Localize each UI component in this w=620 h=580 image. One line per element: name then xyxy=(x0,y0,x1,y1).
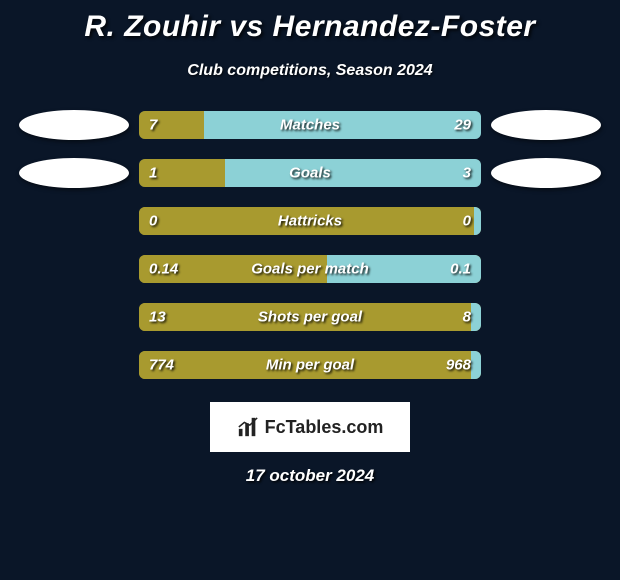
stat-row: 7 29 Matches xyxy=(0,110,620,140)
bar-fill-right xyxy=(471,351,481,379)
stat-bar: 1 3 Goals xyxy=(139,159,481,187)
stat-label: Goals xyxy=(289,165,331,182)
logo-text: FcTables.com xyxy=(265,417,384,438)
bar-fill-right xyxy=(204,111,481,139)
chart-container: R. Zouhir vs Hernandez-Foster Club compe… xyxy=(0,0,620,486)
player-left-marker xyxy=(19,110,129,140)
stat-label: Goals per match xyxy=(251,261,369,278)
bar-fill-right xyxy=(471,303,481,331)
stat-value-right: 968 xyxy=(446,357,471,374)
stat-bar: 13 8 Shots per goal xyxy=(139,303,481,331)
bar-fill-left xyxy=(139,351,149,379)
stat-label: Min per goal xyxy=(266,357,354,374)
stat-row: 1 3 Goals xyxy=(0,158,620,188)
player-right-marker xyxy=(491,158,601,188)
stat-bar: 7 29 Matches xyxy=(139,111,481,139)
bar-fill-right xyxy=(474,207,481,235)
stat-label: Hattricks xyxy=(278,213,342,230)
stat-value-left: 774 xyxy=(149,357,174,374)
stat-label: Matches xyxy=(280,117,340,134)
stat-value-left: 0 xyxy=(149,213,157,230)
stat-value-left: 13 xyxy=(149,309,166,326)
stat-value-left: 0.14 xyxy=(149,261,178,278)
player-left-marker xyxy=(19,158,129,188)
page-title: R. Zouhir vs Hernandez-Foster xyxy=(84,10,535,44)
stat-value-right: 3 xyxy=(463,165,471,182)
stat-row: 774 968 Min per goal xyxy=(0,350,620,380)
bar-fill-left xyxy=(139,255,149,283)
stat-value-left: 1 xyxy=(149,165,157,182)
bar-chart-icon xyxy=(237,416,259,438)
stat-value-left: 7 xyxy=(149,117,157,134)
stats-rows: 729Matches13Goals00Hattricks0.140.1Goals… xyxy=(0,110,620,380)
stat-bar: 0 0 Hattricks xyxy=(139,207,481,235)
stat-bar: 0.14 0.1 Goals per match xyxy=(139,255,481,283)
stat-value-right: 0 xyxy=(463,213,471,230)
stat-row: 13 8 Shots per goal xyxy=(0,302,620,332)
logo-box: FcTables.com xyxy=(210,402,410,452)
stat-bar: 774 968 Min per goal xyxy=(139,351,481,379)
bar-fill-right xyxy=(225,159,482,187)
stat-value-right: 29 xyxy=(454,117,471,134)
stat-label: Shots per goal xyxy=(258,309,362,326)
bar-fill-left xyxy=(139,303,149,331)
footer-date: 17 october 2024 xyxy=(246,466,375,486)
player-right-marker xyxy=(491,110,601,140)
page-subtitle: Club competitions, Season 2024 xyxy=(187,62,432,80)
stat-value-right: 0.1 xyxy=(450,261,471,278)
stat-value-right: 8 xyxy=(463,309,471,326)
bar-fill-left xyxy=(139,207,146,235)
stat-row: 0 0 Hattricks xyxy=(0,206,620,236)
stat-row: 0.14 0.1 Goals per match xyxy=(0,254,620,284)
